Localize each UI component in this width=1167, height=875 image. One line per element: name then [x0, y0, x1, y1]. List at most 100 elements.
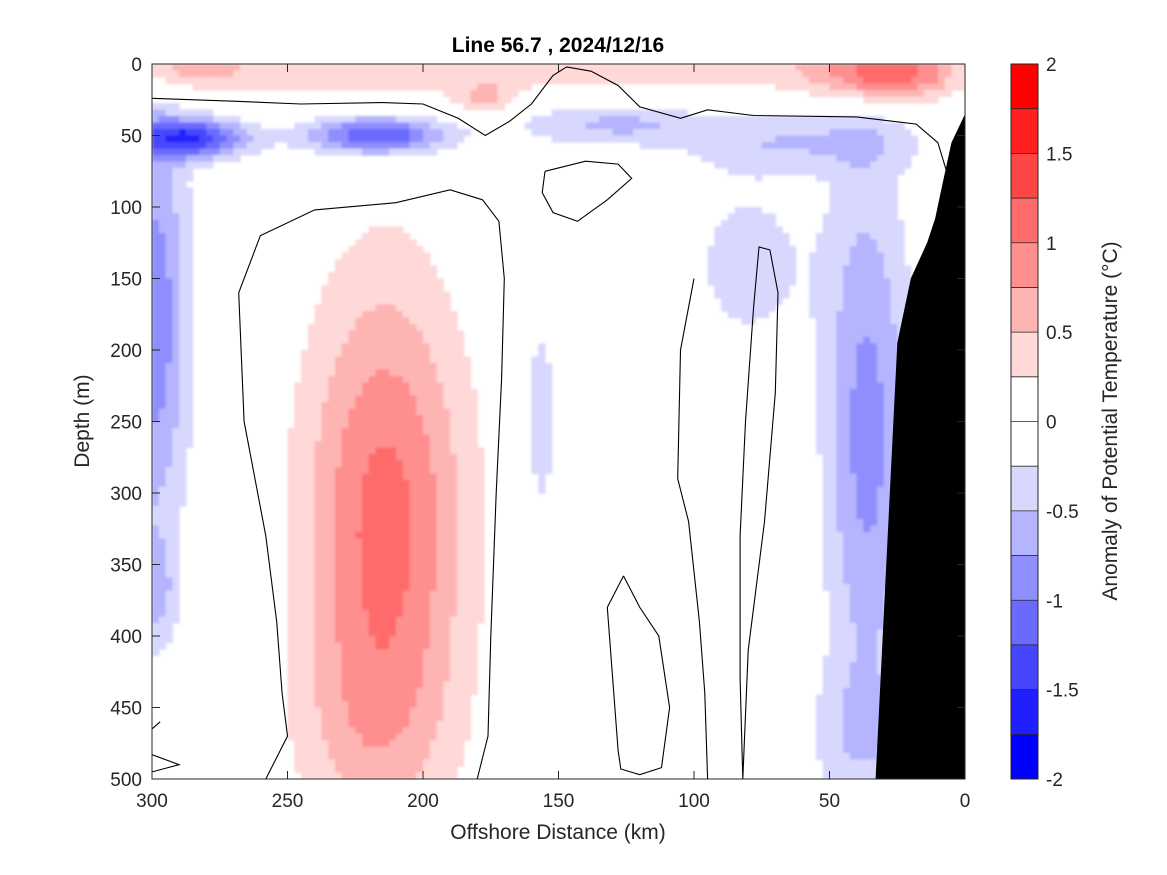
- field-cell: [504, 77, 512, 85]
- field-cell: [436, 753, 444, 761]
- field-cell: [897, 168, 905, 176]
- field-cell: [843, 746, 851, 754]
- field-cell: [402, 311, 411, 319]
- field-cell: [870, 395, 878, 403]
- field-cell: [348, 662, 356, 670]
- field-cell: [328, 285, 336, 293]
- field-cell: [633, 129, 641, 137]
- field-cell: [450, 376, 458, 384]
- field-cell: [450, 727, 458, 735]
- field-cell: [463, 506, 472, 514]
- field-cell: [341, 655, 350, 663]
- field-cell: [179, 467, 187, 475]
- field-cell: [423, 330, 431, 338]
- field-cell: [341, 415, 350, 423]
- field-cell: [856, 135, 864, 143]
- field-cell: [836, 486, 844, 494]
- field-cell: [375, 610, 383, 618]
- field-cell: [158, 194, 167, 202]
- field-cell: [477, 545, 485, 553]
- field-cell: [870, 493, 878, 501]
- field-cell: [646, 129, 654, 137]
- field-cell: [836, 291, 844, 299]
- field-cell: [429, 545, 438, 553]
- field-cell: [768, 122, 776, 130]
- field-cell: [775, 64, 783, 72]
- field-cell: [863, 590, 871, 598]
- field-cell: [179, 304, 187, 312]
- field-cell: [829, 655, 837, 663]
- field-cell: [443, 772, 451, 779]
- field-cell: [375, 493, 383, 501]
- field-cell: [890, 90, 898, 98]
- field-cell: [233, 64, 241, 72]
- field-cell: [429, 441, 438, 449]
- field-cell: [849, 200, 858, 208]
- field-cell: [375, 415, 383, 423]
- field-cell: [849, 688, 858, 696]
- field-cell: [829, 753, 837, 761]
- field-cell: [355, 428, 363, 436]
- field-cell: [375, 688, 383, 696]
- field-cell: [185, 259, 194, 267]
- field-cell: [883, 213, 892, 221]
- field-cell: [748, 213, 756, 221]
- field-cell: [714, 122, 722, 130]
- field-cell: [849, 753, 858, 761]
- field-cell: [782, 278, 790, 286]
- field-cell: [165, 220, 173, 228]
- field-cell: [348, 571, 356, 579]
- field-cell: [307, 402, 316, 410]
- field-cell: [179, 220, 187, 228]
- field-cell: [395, 454, 404, 462]
- field-cell: [870, 434, 878, 442]
- field-cell: [389, 148, 397, 156]
- field-cell: [531, 122, 539, 130]
- field-cell: [639, 77, 648, 85]
- field-cell: [748, 252, 756, 260]
- field-cell: [843, 252, 851, 260]
- field-cell: [883, 532, 892, 540]
- field-cell: [409, 590, 417, 598]
- field-cell: [843, 272, 851, 280]
- field-cell: [456, 83, 465, 91]
- field-cell: [328, 356, 336, 364]
- field-cell: [165, 187, 173, 195]
- field-cell: [409, 746, 417, 754]
- field-cell: [362, 441, 370, 449]
- field-cell: [226, 70, 234, 78]
- field-cell: [362, 616, 370, 624]
- field-cell: [287, 668, 295, 676]
- field-cell: [192, 129, 201, 137]
- field-cell: [578, 70, 587, 78]
- field-cell: [836, 64, 844, 72]
- field-cell: [754, 291, 763, 299]
- field-cell: [328, 590, 336, 598]
- field-cell: [152, 181, 160, 189]
- field-cell: [815, 272, 824, 280]
- field-cell: [741, 278, 749, 286]
- field-cell: [416, 772, 424, 779]
- field-cell: [375, 246, 383, 254]
- field-cell: [334, 733, 343, 741]
- field-cell: [382, 603, 390, 611]
- field-cell: [511, 77, 519, 85]
- field-cell: [301, 382, 309, 390]
- field-cell: [436, 142, 444, 150]
- field-cell: [470, 558, 478, 566]
- field-cell: [856, 499, 864, 507]
- field-cell: [423, 486, 431, 494]
- field-cell: [416, 415, 424, 423]
- field-cell: [822, 298, 831, 306]
- field-cell: [463, 480, 472, 488]
- field-cell: [402, 246, 411, 254]
- field-cell: [395, 499, 404, 507]
- field-cell: [355, 525, 363, 533]
- field-cell: [389, 525, 397, 533]
- field-cell: [741, 304, 749, 312]
- field-cell: [443, 558, 451, 566]
- field-cell: [463, 577, 472, 585]
- field-cell: [721, 265, 729, 273]
- field-cell: [307, 759, 316, 767]
- field-cell: [436, 454, 444, 462]
